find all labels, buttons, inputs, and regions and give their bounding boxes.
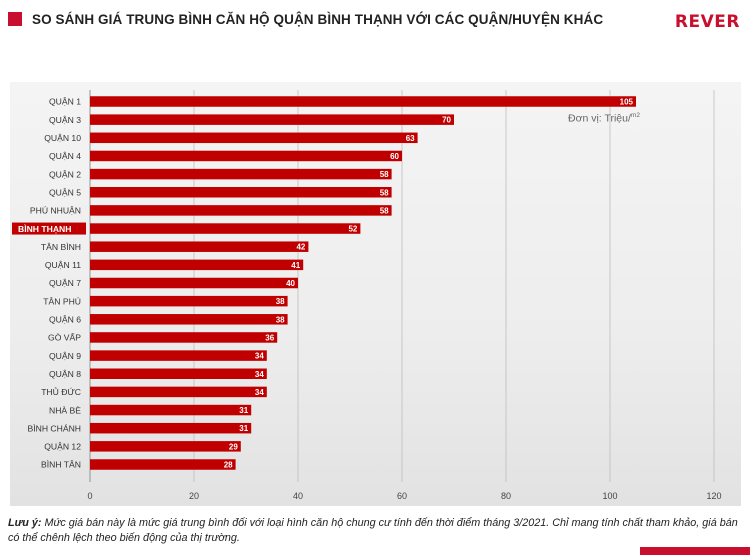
category-label: QUẬN 3 [49, 115, 81, 125]
category-label: BÌNH CHÁNH [28, 423, 81, 433]
x-tick-label: 100 [602, 491, 617, 501]
category-label: BÌNH TÂN [41, 460, 81, 470]
x-tick-label: 20 [189, 491, 199, 501]
brand-logo: REVER [674, 12, 740, 32]
bar-value-label: 60 [390, 152, 399, 161]
bar [90, 150, 402, 162]
bar-value-label: 63 [406, 134, 415, 143]
bar [90, 350, 267, 361]
bar-value-label: 34 [255, 388, 264, 397]
bar [90, 168, 392, 180]
category-label: QUẬN 4 [49, 151, 81, 161]
bar [90, 241, 309, 252]
x-tick-label: 80 [501, 491, 511, 501]
x-tick-label: 60 [397, 491, 407, 501]
category-label: QUẬN 9 [49, 351, 81, 361]
footnote-text: Mức giá bán này là mức giá trung bình đố… [8, 517, 738, 544]
bar [90, 422, 252, 434]
category-label: QUẬN 11 [45, 260, 81, 270]
unit-text: Đơn vị: Triệu/ [568, 112, 631, 125]
bar-value-label: 52 [348, 225, 357, 234]
category-label: QUẬN 2 [49, 169, 81, 179]
bar-value-label: 70 [442, 116, 451, 125]
title-accent-square [8, 12, 22, 26]
category-label: BÌNH THẠNH [18, 224, 71, 234]
unit-superscript: m2 [630, 112, 640, 119]
bar [90, 259, 304, 271]
bar [90, 459, 236, 470]
x-tick-label: 40 [293, 491, 303, 501]
category-label: QUẬN 7 [49, 278, 81, 288]
bar-value-label: 38 [276, 297, 285, 306]
bar-value-label: 105 [620, 98, 634, 107]
bar-value-label: 34 [255, 352, 264, 361]
category-label: THỦ ĐỨC [41, 386, 81, 397]
bar-value-label: 38 [276, 315, 285, 324]
bar-value-label: 36 [265, 333, 274, 342]
bar [90, 187, 392, 198]
x-tick-label: 120 [706, 491, 721, 501]
category-label: NHÀ BÈ [49, 405, 81, 415]
title-bar: SO SÁNH GIÁ TRUNG BÌNH CĂN HỘ QUẬN BÌNH … [8, 8, 603, 30]
bar-value-label: 58 [380, 170, 389, 179]
bar [90, 223, 361, 234]
bar-value-label: 29 [229, 442, 238, 451]
bottom-accent-strip [640, 547, 750, 555]
bar [90, 404, 252, 416]
bar [90, 332, 278, 343]
category-label: QUẬN 10 [44, 133, 81, 143]
bar [90, 277, 298, 289]
category-label: GÒ VẤP [48, 333, 81, 343]
unit-label: Đơn vị: Triệu/m2 [568, 112, 640, 125]
category-label: QUẬN 6 [49, 315, 81, 325]
bar [90, 441, 241, 452]
category-label: QUẬN 5 [49, 187, 81, 197]
bar-value-label: 28 [224, 461, 233, 470]
x-tick-label: 0 [87, 491, 92, 501]
bar [90, 295, 288, 307]
highlight-category-box [12, 222, 86, 235]
bar [90, 314, 288, 325]
footnote-label: Lưu ý: [8, 517, 42, 529]
bar [90, 96, 636, 107]
bar-value-label: 34 [255, 370, 264, 379]
category-label: QUẬN 1 [49, 97, 81, 107]
category-label: QUẬN 12 [44, 442, 81, 452]
category-label: TÂN BÌNH [41, 242, 81, 252]
bar-value-label: 41 [291, 261, 300, 270]
bar-value-label: 58 [380, 188, 389, 197]
page-title: SO SÁNH GIÁ TRUNG BÌNH CĂN HỘ QUẬN BÌNH … [32, 11, 604, 27]
category-label: PHÚ NHUẬN [30, 206, 81, 216]
bar-value-label: 31 [239, 424, 248, 433]
bar [90, 386, 267, 398]
category-label: QUẬN 8 [49, 369, 81, 379]
footnote: Lưu ý: Mức giá bán này là mức giá trung … [8, 516, 738, 546]
bar [90, 205, 392, 216]
bar-value-label: 58 [380, 206, 389, 215]
bar [90, 368, 267, 379]
bar-value-label: 42 [296, 243, 305, 252]
bar [90, 132, 418, 144]
category-label: TÂN PHÚ [43, 296, 81, 306]
bar [90, 114, 454, 125]
bar-value-label: 31 [239, 406, 248, 415]
bar-value-label: 40 [286, 279, 295, 288]
